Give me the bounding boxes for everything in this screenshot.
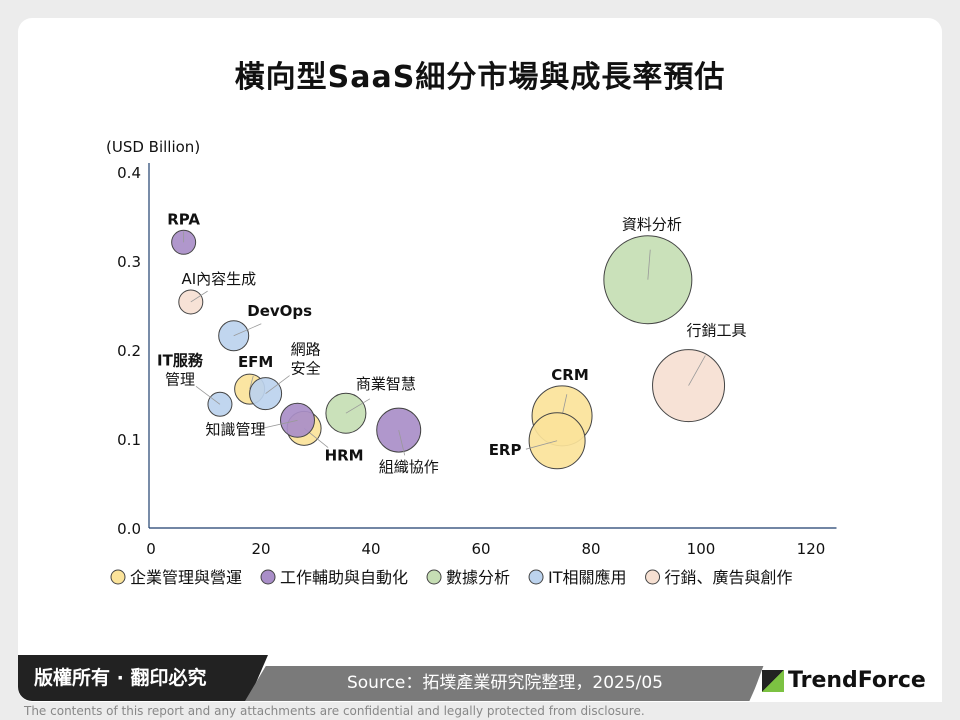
bubble-label: EFM <box>238 353 273 371</box>
source-banner: Source：拓墣產業研究院整理，2025/05 <box>245 666 765 701</box>
x-tick-label: 40 <box>361 540 380 558</box>
leader-line <box>525 440 558 450</box>
plot-area <box>149 163 837 528</box>
bubble-label: 網路 <box>291 341 321 359</box>
legend-marker <box>110 569 126 585</box>
y-tick-label: 0.4 <box>117 164 141 182</box>
legend-entry: 數據分析 <box>446 568 510 587</box>
legend-entry: 企業管理與營運 <box>130 568 242 587</box>
legend-entry: IT相關應用 <box>548 568 627 587</box>
legend-marker <box>426 569 442 585</box>
bubble-label: RPA <box>167 210 200 228</box>
leader-line <box>265 375 290 394</box>
leader-line <box>688 355 706 386</box>
legend-entry: 工作輔助與自動化 <box>280 568 408 587</box>
bubble-label: 組織協作 <box>379 458 439 476</box>
page-title: 橫向型SaaS細分市場與成長率預估 <box>234 60 726 95</box>
bubble-label: 管理 <box>165 370 195 388</box>
y-tick-label: 0.1 <box>117 431 141 449</box>
leader-line <box>233 323 262 337</box>
y-tick-label: 0.2 <box>117 342 141 360</box>
bubble-label: CRM <box>551 366 589 384</box>
legend-marker <box>528 569 544 585</box>
y-axis-label: (USD Billion) <box>106 138 200 156</box>
leader-line <box>190 290 208 303</box>
bubble-label: IT服務 <box>157 351 204 369</box>
legend-entry: 行銷、廣告與創作 <box>665 568 793 587</box>
copyright-banner: 版權所有 · 翻印必究 <box>18 655 268 701</box>
bubble-chart: (USD Billion) 0.0 0.1 0.2 0.3 0.4 0 20 40 60 80 100… <box>106 138 837 587</box>
leader-line <box>647 249 651 280</box>
x-tick-label: 20 <box>251 540 270 558</box>
bubble-label: HRM <box>325 446 364 464</box>
bubble-label: AI內容生成 <box>181 270 256 288</box>
disclaimer: The contents of this report and any atta… <box>24 704 645 718</box>
bubble-label: ERP <box>489 441 522 459</box>
legend-marker <box>645 569 661 585</box>
leader-line <box>345 398 371 414</box>
x-tick-label: 80 <box>581 540 600 558</box>
leader-line <box>249 375 254 390</box>
y-tick-label: 0.3 <box>117 253 141 271</box>
bubble-label: 資料分析 <box>622 216 682 234</box>
leader-line <box>398 430 406 456</box>
trendforce-logo: TrendForce <box>762 668 926 693</box>
leader-line <box>195 385 221 405</box>
leader-line <box>561 394 568 416</box>
logo-mark-icon <box>762 669 784 692</box>
bubble-label: 行銷工具 <box>687 322 747 340</box>
x-tick-label: 120 <box>797 540 826 558</box>
y-tick-label: 0.0 <box>117 520 141 538</box>
leader-line <box>260 419 298 430</box>
logo-text: TrendForce <box>788 668 926 693</box>
x-tick-label: 60 <box>471 540 490 558</box>
bubble-label: 知識管理 <box>205 420 265 438</box>
x-tick-label: 100 <box>687 540 716 558</box>
bubble-label: 商業智慧 <box>356 375 416 393</box>
bubble-label: DevOps <box>247 302 312 320</box>
bubble-label: 安全 <box>291 360 321 378</box>
legend-marker <box>260 569 276 585</box>
x-tick-label: 0 <box>146 540 156 558</box>
